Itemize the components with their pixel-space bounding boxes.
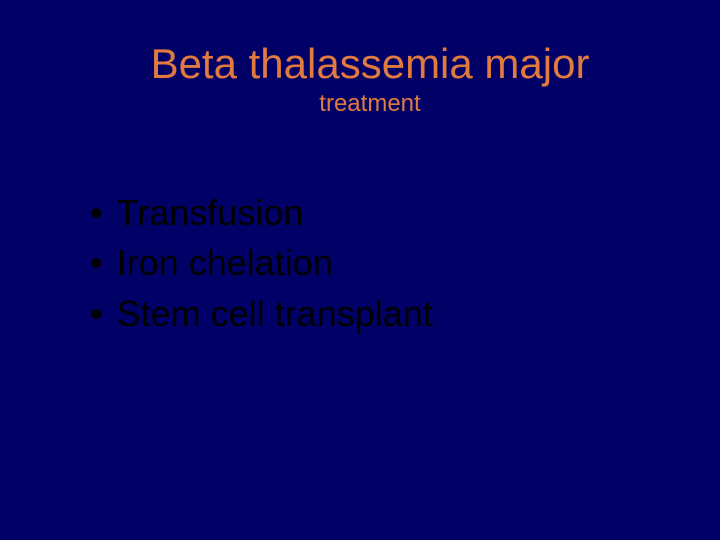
slide-title: Beta thalassemia major (80, 40, 660, 88)
list-item: • Transfusion (90, 188, 660, 238)
bullet-list: • Transfusion • Iron chelation • Stem ce… (90, 188, 660, 339)
list-item: • Iron chelation (90, 238, 660, 288)
bullet-icon: • (90, 238, 103, 288)
bullet-text: Iron chelation (117, 238, 333, 288)
list-item: • Stem cell transplant (90, 289, 660, 339)
bullet-text: Transfusion (117, 188, 304, 238)
bullet-icon: • (90, 289, 103, 339)
bullet-icon: • (90, 188, 103, 238)
bullet-text: Stem cell transplant (117, 289, 433, 339)
slide-subtitle: treatment (80, 90, 660, 118)
